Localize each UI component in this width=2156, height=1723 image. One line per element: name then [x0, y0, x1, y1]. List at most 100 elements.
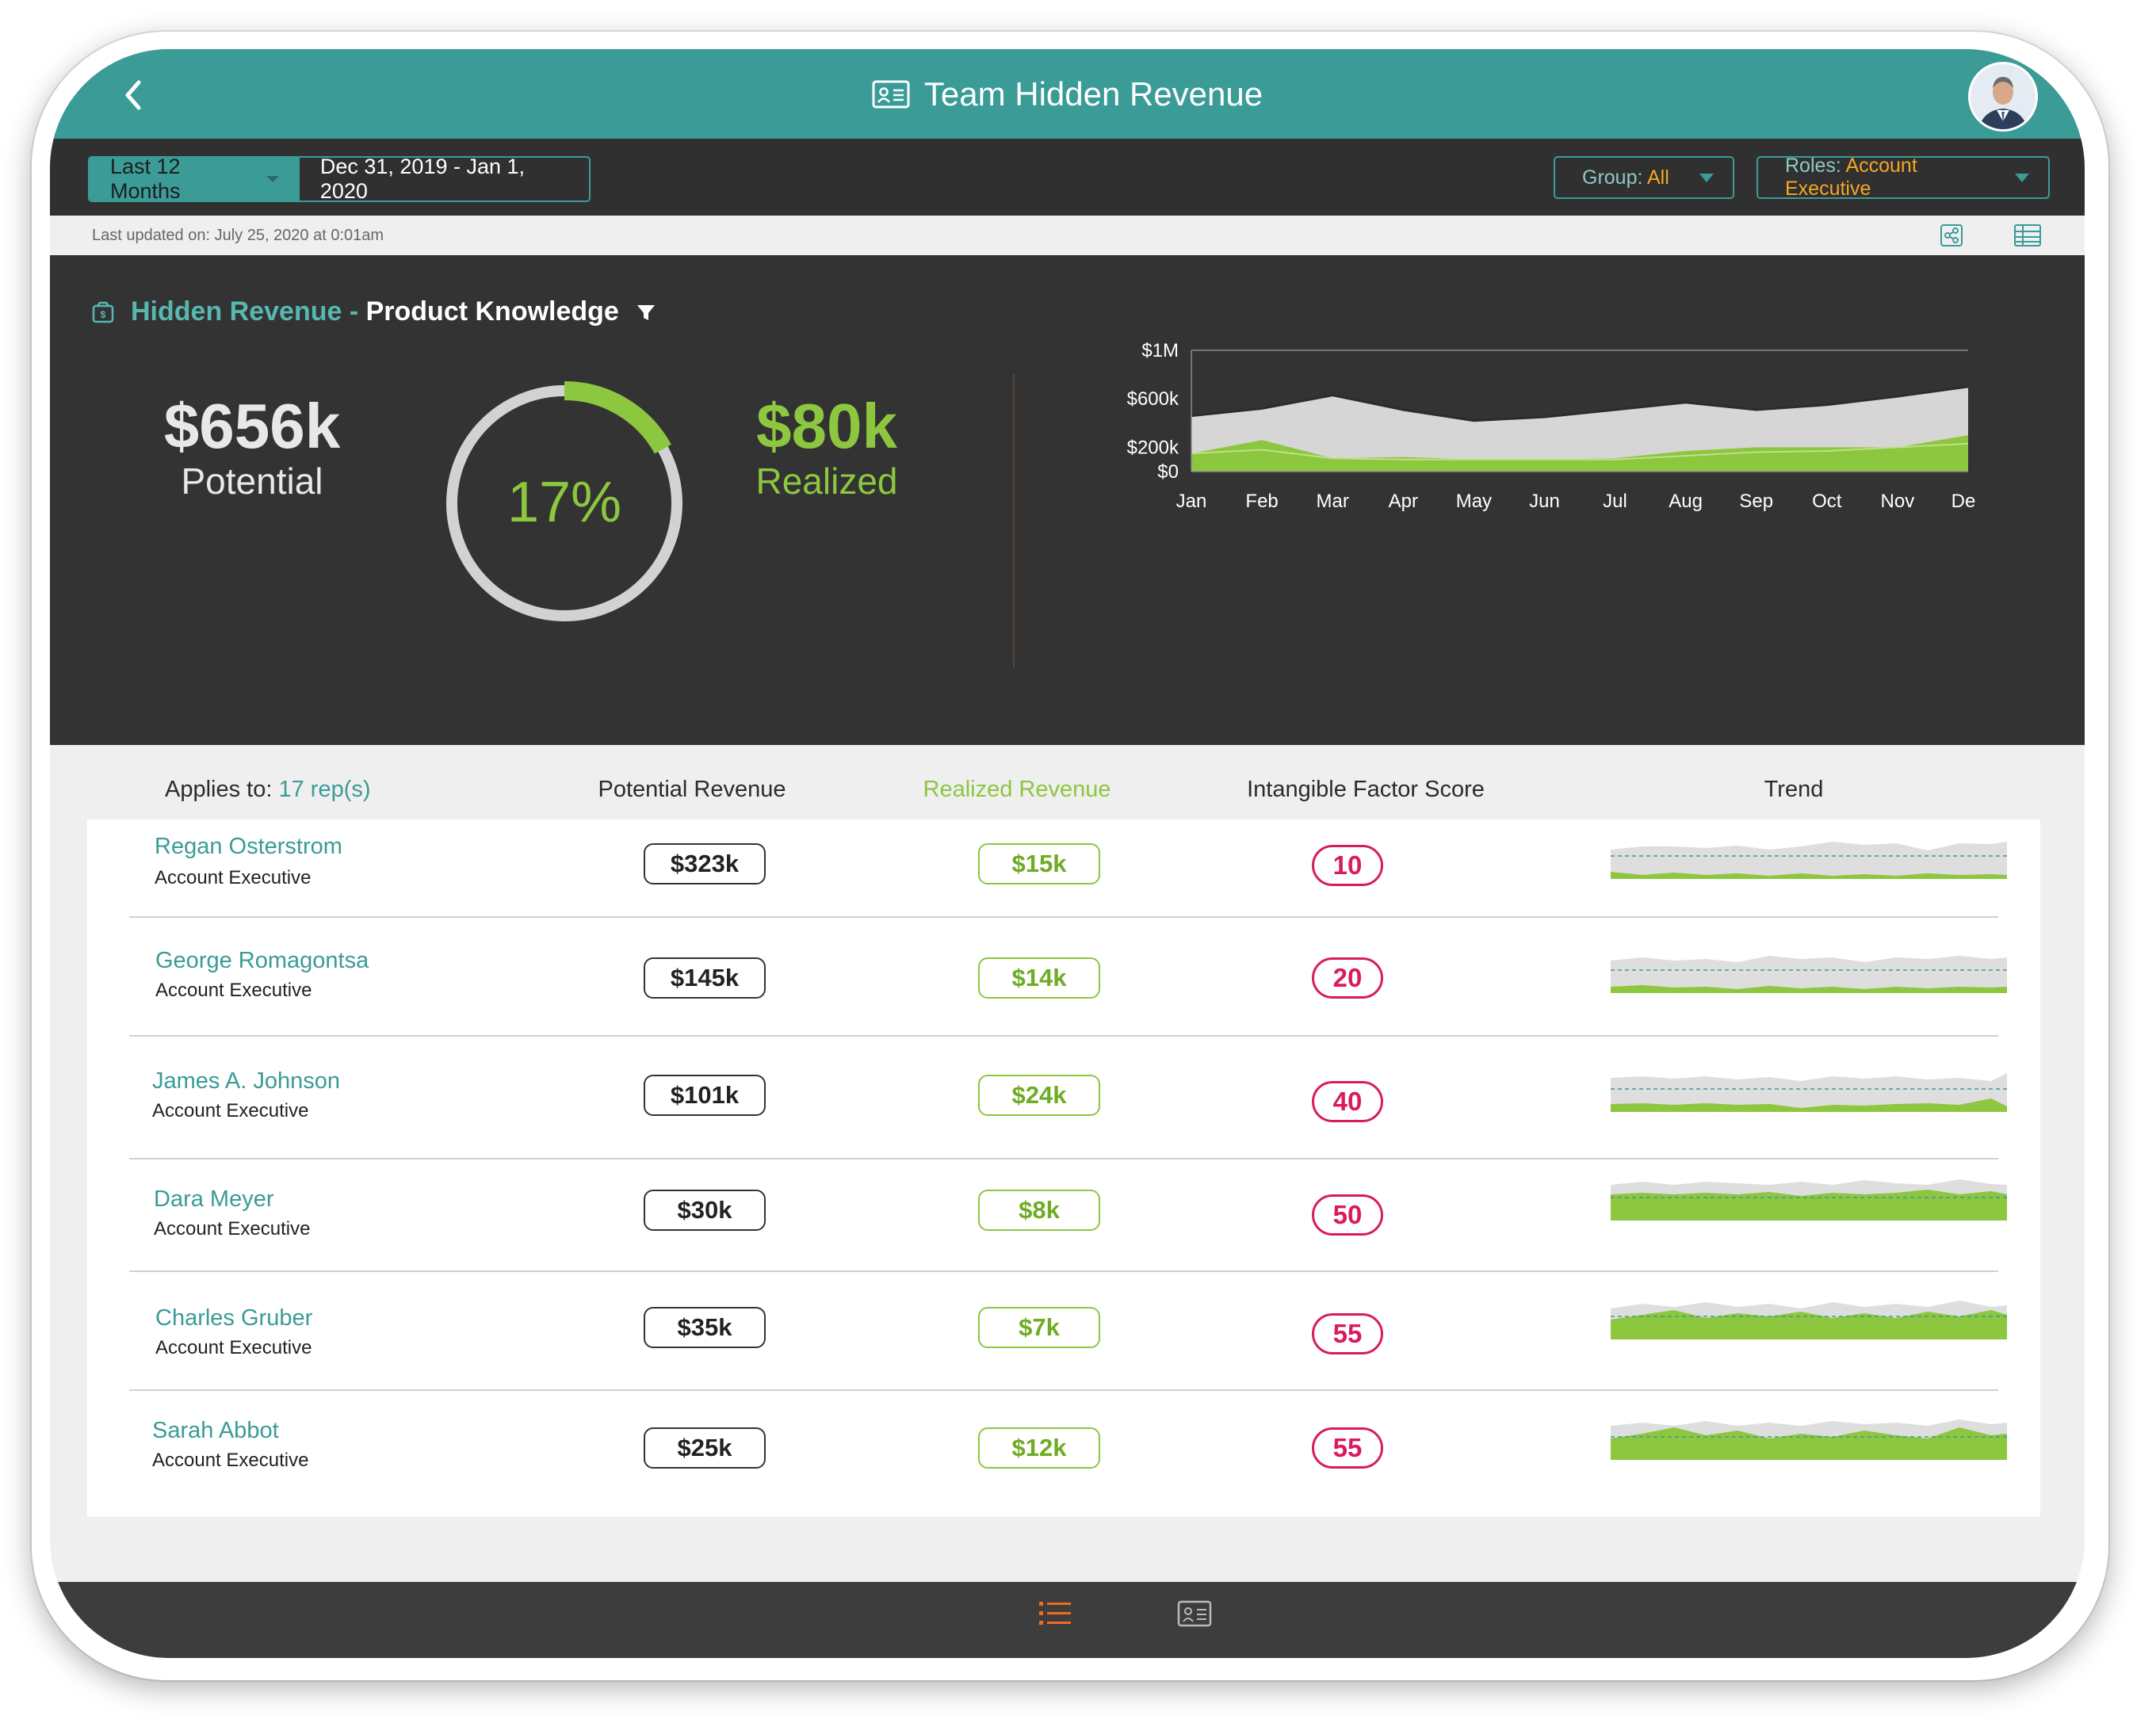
trend-sparkline [1611, 1301, 2007, 1339]
id-card-icon [872, 80, 910, 108]
potential-pill: $101k [644, 1075, 766, 1116]
potential-pill: $25k [644, 1427, 766, 1469]
trend-sparkline [1611, 1179, 2007, 1221]
wallet-icon: $ [92, 301, 114, 323]
score-badge: 50 [1312, 1194, 1383, 1236]
col-header-realized[interactable]: Realized Revenue [923, 777, 1111, 802]
kpi-panel: $ Hidden Revenue - Product Knowledge $65… [50, 255, 2085, 745]
realized-area [1191, 435, 1968, 472]
chevron-left-icon[interactable] [110, 71, 158, 119]
potential-line [1191, 385, 1969, 422]
table-row[interactable]: Charles Gruber Account Executive $35k $7… [87, 1272, 2040, 1391]
x-tick-label: Aug [1669, 491, 1703, 512]
potential-label: Potential [181, 460, 323, 502]
potential-pill: $35k [644, 1307, 766, 1348]
caret-down-icon [1699, 173, 1714, 182]
table-row[interactable]: Regan Osterstrom Account Executive $323k… [87, 819, 2040, 918]
roles-dropdown[interactable]: Roles: Account Executive [1757, 155, 2050, 201]
score-badge: 20 [1312, 957, 1383, 999]
page-title-container: Team Hidden Revenue [50, 49, 2085, 139]
table-view-icon[interactable] [2013, 223, 2042, 247]
potential-value: $656k [163, 391, 341, 461]
id-card-icon[interactable] [1177, 1599, 1212, 1628]
potential-pill: $145k [644, 957, 766, 999]
x-tick-label: May [1456, 491, 1492, 512]
col-header-potential[interactable]: Potential Revenue [598, 777, 786, 802]
kpi-title-sub: Product Knowledge [365, 296, 619, 327]
caret-down-icon [2015, 173, 2029, 182]
caret-down-icon [266, 176, 279, 182]
group-dropdown[interactable]: Group: All [1554, 156, 1734, 199]
rep-name[interactable]: Charles Gruber [155, 1305, 313, 1331]
y-tick-label: $0 [1157, 461, 1179, 483]
date-range-text: Dec 31, 2019 - Jan 1, 2020 [319, 156, 526, 202]
avatar[interactable] [1968, 62, 2038, 132]
trend-sparkline [1611, 842, 2007, 879]
trend-sparkline [1611, 1073, 2007, 1112]
range-preset-dropdown[interactable]: Last 12 Months [90, 158, 300, 201]
chart-axes: $1M $600k $200k $0 Jan Feb Mar Apr May Jun Jul Aug S… [1127, 340, 1976, 512]
realized-pill: $14k [978, 957, 1100, 999]
x-tick-label: Mar [1317, 491, 1349, 512]
rep-table: Regan Osterstrom Account Executive $323k… [87, 819, 2040, 1517]
rep-role: Account Executive [155, 867, 312, 888]
row-divider [129, 1158, 1998, 1159]
realized-label: Realized [755, 460, 898, 502]
range-preset-label: Last 12 Months [110, 156, 181, 202]
x-tick-label: Sep [1739, 491, 1773, 512]
rep-name[interactable]: Sarah Abbot [152, 1418, 279, 1443]
rep-role: Account Executive [152, 1450, 309, 1471]
rep-name[interactable]: Regan Osterstrom [155, 834, 342, 859]
col-header-score[interactable]: Intangible Factor Score [1247, 777, 1485, 802]
realized-pill: $15k [978, 843, 1100, 884]
rep-role: Account Executive [154, 1218, 311, 1240]
filter-bar: Last 12 Months Dec 31, 2019 - Jan 1, 202… [50, 139, 2085, 216]
trend-sparkline [1611, 1419, 2007, 1460]
table-row[interactable]: Sarah Abbot Account Executive $25k $12k … [87, 1391, 2040, 1517]
x-tick-label: Feb [1245, 491, 1278, 512]
bottom-nav [50, 1582, 2085, 1658]
x-tick-label: Oct [1812, 491, 1842, 512]
table-row[interactable]: George Romagontsa Account Executive $145… [87, 918, 2040, 1037]
table-row[interactable]: James A. Johnson Account Executive $101k… [87, 1037, 2040, 1159]
list-icon[interactable] [1038, 1599, 1072, 1628]
col-header-trend: Trend [1764, 777, 1824, 802]
realized-percent-donut: 17% [446, 381, 682, 621]
group-value: All [1647, 166, 1669, 189]
app-header [50, 49, 2085, 139]
score-badge: 55 [1312, 1313, 1383, 1354]
x-tick-label: Jun [1529, 491, 1560, 512]
roles-dropdown-text: Roles: Account Executive [1785, 155, 1991, 201]
realized-pill: $7k [978, 1307, 1100, 1348]
realized-pill: $8k [978, 1190, 1100, 1231]
date-range-field[interactable]: Dec 31, 2019 - Jan 1, 2020 [300, 158, 589, 201]
trend-sparkline [1611, 956, 2007, 993]
potential-pill: $30k [644, 1190, 766, 1231]
percent-text: 17% [507, 471, 621, 534]
donut-progress-arc [564, 381, 671, 454]
filter-icon[interactable] [635, 301, 657, 323]
rep-name[interactable]: James A. Johnson [152, 1068, 340, 1094]
applies-label: Applies to: [165, 777, 279, 802]
x-tick-label: Jan [1176, 491, 1207, 512]
kpi-title: $ Hidden Revenue - Product Knowledge [91, 296, 657, 327]
rep-count-link[interactable]: 17 rep(s) [278, 777, 371, 802]
rep-name[interactable]: Dara Meyer [154, 1186, 274, 1212]
kpi-title-main: Hidden Revenue - [131, 296, 366, 327]
table-row[interactable]: Dara Meyer Account Executive $30k $8k 50 [87, 1159, 2040, 1272]
realized-pill: $12k [978, 1427, 1100, 1469]
panel-divider [1013, 374, 1015, 667]
rep-role: Account Executive [155, 1337, 312, 1358]
row-divider [129, 916, 1998, 918]
group-label: Group: [1582, 166, 1647, 189]
row-divider [129, 1389, 1998, 1391]
group-dropdown-text: Group: All [1582, 166, 1669, 189]
x-tick-label: Nov [1881, 491, 1915, 512]
row-divider [129, 1035, 1998, 1037]
share-icon[interactable] [1940, 223, 1963, 247]
average-line [1191, 442, 1969, 460]
rep-role: Account Executive [155, 980, 312, 1001]
page-title: Team Hidden Revenue [923, 74, 1263, 113]
score-badge: 55 [1312, 1427, 1383, 1469]
rep-name[interactable]: George Romagontsa [155, 948, 369, 973]
